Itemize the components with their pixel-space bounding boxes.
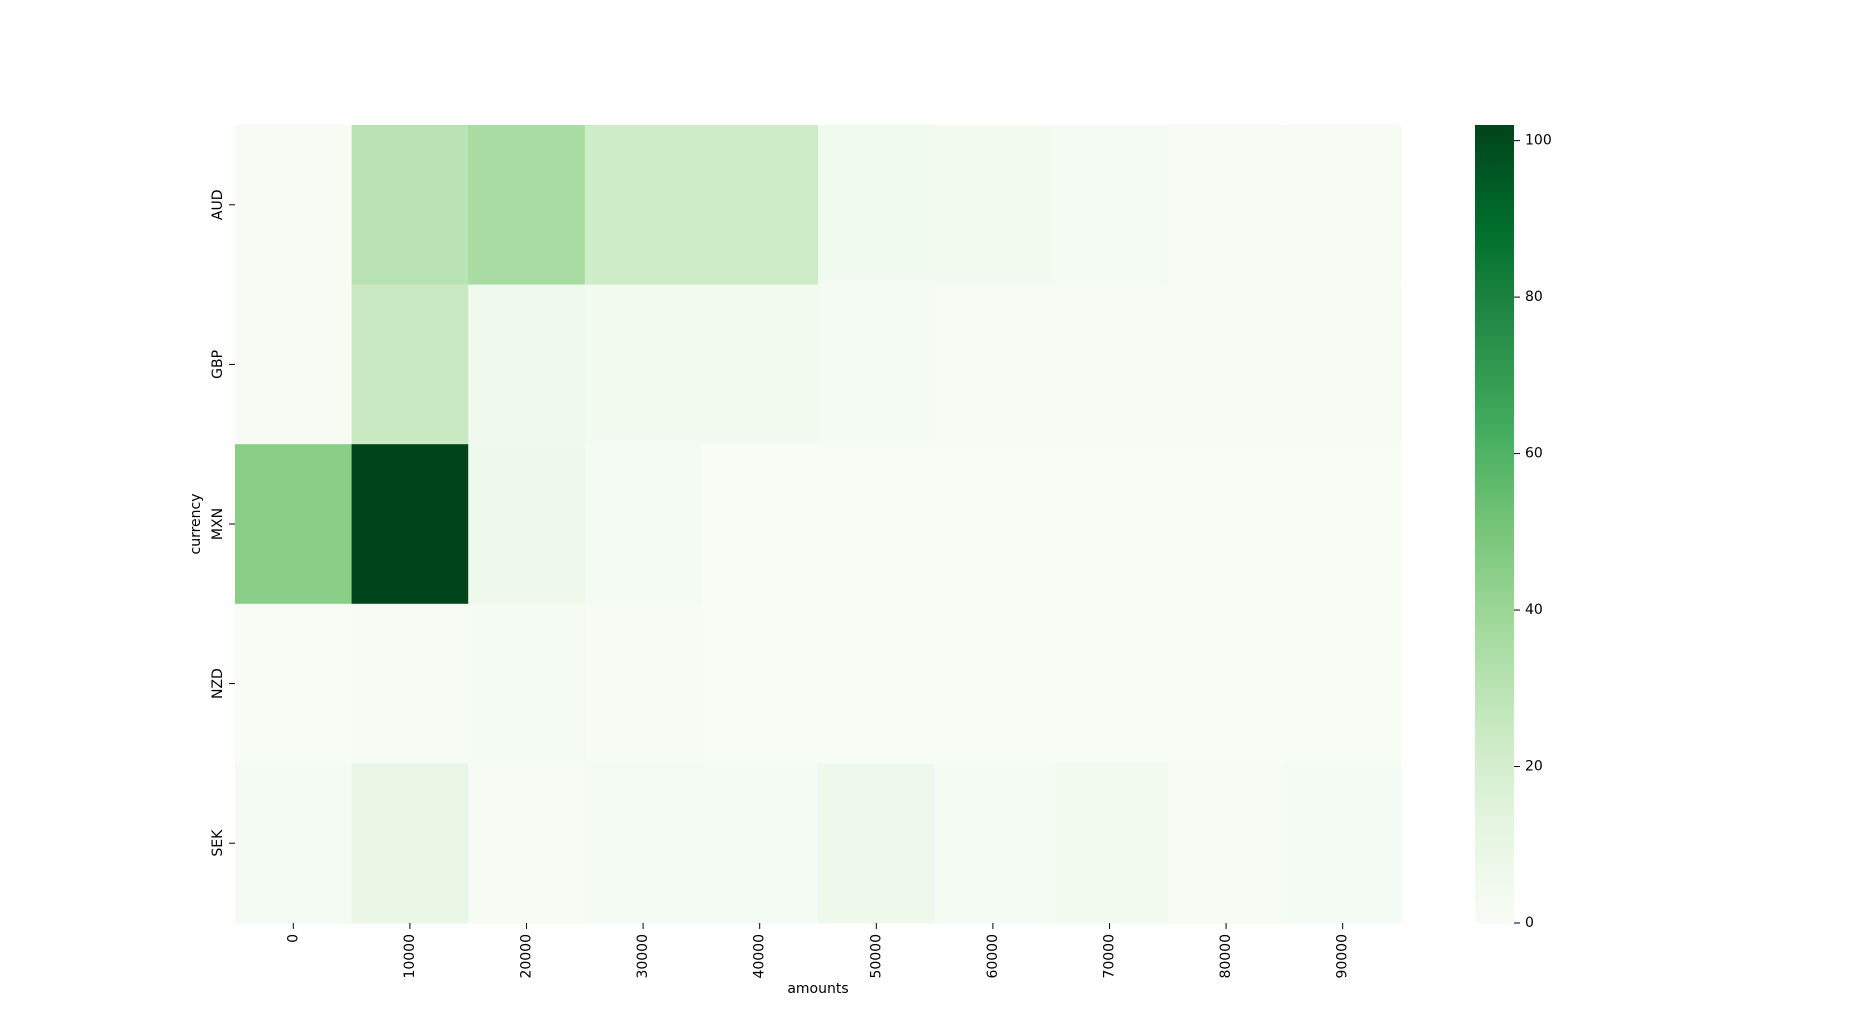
colorbar-ticks: 0 20 40 60 80 100 — [1514, 133, 1552, 931]
colorbar-tick-label-100: 100 — [1525, 133, 1552, 149]
y-tick-label-nzd: NZD — [210, 668, 226, 699]
heatmap-cell-mxn-70000 — [1051, 444, 1169, 605]
heatmap-cells — [235, 125, 1402, 924]
y-tick-label-mxn: MXN — [210, 508, 226, 540]
heatmap-cell-nzd-80000 — [1167, 603, 1285, 764]
heatmap-cell-nzd-90000 — [1284, 603, 1402, 764]
heatmap-cell-aud-90000 — [1284, 125, 1402, 286]
y-axis-ticks: AUD GBP MXN NZD SEK — [210, 189, 235, 857]
heatmap-cell-gbp-50000 — [818, 284, 936, 445]
y-tick-label-gbp: GBP — [210, 350, 226, 379]
heatmap-cell-nzd-50000 — [818, 603, 936, 764]
heatmap-cell-mxn-90000 — [1284, 444, 1402, 605]
heatmap-cell-aud-0 — [235, 125, 353, 286]
heatmap-cell-mxn-80000 — [1167, 444, 1285, 605]
heatmap-cell-gbp-90000 — [1284, 284, 1402, 445]
heatmap-cell-sek-30000 — [584, 763, 702, 924]
heatmap-cell-sek-10000 — [351, 763, 469, 924]
heatmap-cell-gbp-70000 — [1051, 284, 1169, 445]
heatmap-cell-aud-80000 — [1167, 125, 1285, 286]
heatmap-cell-sek-70000 — [1051, 763, 1169, 924]
heatmap-cell-gbp-60000 — [934, 284, 1052, 445]
heatmap-cell-aud-60000 — [934, 125, 1052, 286]
heatmap-cell-sek-80000 — [1167, 763, 1285, 924]
x-tick-label-40000: 40000 — [752, 934, 768, 979]
x-tick-label-50000: 50000 — [868, 934, 884, 979]
y-tick-label-sek: SEK — [210, 829, 226, 857]
heatmap-cell-gbp-10000 — [351, 284, 469, 445]
colorbar-tick-label-0: 0 — [1525, 915, 1534, 931]
heatmap-cell-gbp-30000 — [584, 284, 702, 445]
x-tick-label-20000: 20000 — [519, 934, 535, 979]
colorbar-tick-label-40: 40 — [1525, 602, 1543, 618]
x-tick-label-30000: 30000 — [635, 934, 651, 979]
heatmap-cell-nzd-60000 — [934, 603, 1052, 764]
heatmap-cell-mxn-30000 — [584, 444, 702, 605]
x-axis-ticks: 0 10000 20000 30000 40000 50000 60000 70000 8000… — [285, 923, 1351, 979]
x-tick-label-10000: 10000 — [402, 934, 418, 979]
heatmap-cell-mxn-60000 — [934, 444, 1052, 605]
heatmap-cell-gbp-40000 — [701, 284, 819, 445]
y-axis-label: currency — [188, 494, 204, 555]
x-tick-label-60000: 60000 — [985, 934, 1001, 979]
x-tick-label-80000: 80000 — [1218, 934, 1234, 979]
colorbar-tick-label-60: 60 — [1525, 446, 1543, 462]
heatmap-cell-nzd-70000 — [1051, 603, 1169, 764]
heatmap-cell-aud-20000 — [468, 125, 586, 286]
heatmap-cell-aud-40000 — [701, 125, 819, 286]
heatmap-cell-sek-50000 — [818, 763, 936, 924]
heatmap-cell-nzd-0 — [235, 603, 353, 764]
heatmap-cell-nzd-40000 — [701, 603, 819, 764]
colorbar-gradient — [1475, 125, 1514, 923]
heatmap-cell-gbp-0 — [235, 284, 353, 445]
heatmap-cell-aud-10000 — [351, 125, 469, 286]
heatmap-cell-sek-20000 — [468, 763, 586, 924]
heatmap-cell-mxn-50000 — [818, 444, 936, 605]
heatmap-cell-mxn-0 — [235, 444, 353, 605]
heatmap-cell-sek-40000 — [701, 763, 819, 924]
heatmap-cell-sek-0 — [235, 763, 353, 924]
heatmap-cell-aud-50000 — [818, 125, 936, 286]
heatmap-cell-mxn-40000 — [701, 444, 819, 605]
y-tick-label-aud: AUD — [210, 189, 226, 220]
heatmap-cell-nzd-20000 — [468, 603, 586, 764]
colorbar-tick-label-20: 20 — [1525, 759, 1543, 775]
x-axis-label: amounts — [787, 981, 848, 997]
heatmap-cell-gbp-80000 — [1167, 284, 1285, 445]
heatmap-cell-aud-30000 — [584, 125, 702, 286]
heatmap-cell-gbp-20000 — [468, 284, 586, 445]
heatmap-cell-nzd-30000 — [584, 603, 702, 764]
heatmap-cell-mxn-20000 — [468, 444, 586, 605]
colorbar-tick-label-80: 80 — [1525, 289, 1543, 305]
heatmap-cell-aud-70000 — [1051, 125, 1169, 286]
heatmap-cell-nzd-10000 — [351, 603, 469, 764]
heatmap-cell-sek-90000 — [1284, 763, 1402, 924]
colorbar: 0 20 40 60 80 100 — [1475, 125, 1552, 931]
x-tick-label-90000: 90000 — [1335, 934, 1351, 979]
x-tick-label-70000: 70000 — [1102, 934, 1118, 979]
x-tick-label-0: 0 — [285, 934, 301, 943]
heatmap-cell-mxn-10000 — [351, 444, 469, 605]
heatmap-cell-sek-60000 — [934, 763, 1052, 924]
